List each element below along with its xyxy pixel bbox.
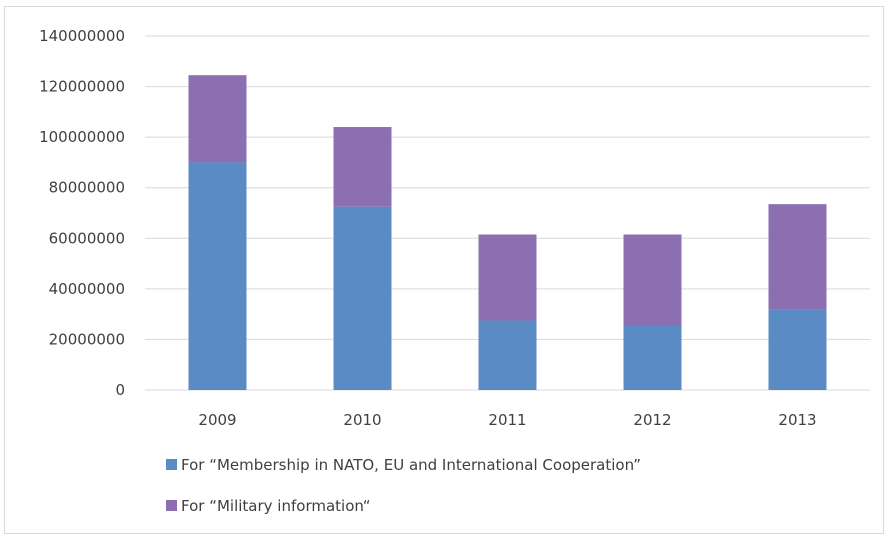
legend-swatch	[166, 459, 177, 470]
bar-2009-series-1	[188, 75, 247, 163]
bar-2011-series-0	[478, 320, 537, 390]
x-tick-label: 2012	[633, 411, 671, 429]
x-tick-label: 2009	[198, 411, 236, 429]
legend-label: For “Membership in NATO, EU and Internat…	[181, 456, 641, 474]
bar-2012-series-0	[623, 325, 682, 390]
bar-2010-series-1	[333, 127, 392, 207]
y-tick-label: 80000000	[49, 179, 125, 197]
y-axis-tick-labels: 0 20000000 40000000 60000000 80000000 1000000…	[39, 27, 125, 399]
bars	[188, 75, 827, 390]
y-tick-label: 0	[115, 381, 125, 399]
legend-label: For “Military information“	[181, 497, 371, 515]
chart-frame	[4, 6, 884, 534]
y-tick-label: 100000000	[39, 128, 125, 146]
x-tick-label: 2010	[343, 411, 381, 429]
x-tick-label: 2011	[488, 411, 526, 429]
y-tick-label: 20000000	[49, 330, 125, 348]
y-tick-label: 140000000	[39, 27, 125, 45]
y-tick-label: 60000000	[49, 229, 125, 247]
bar-2010-series-0	[333, 206, 392, 390]
bar-2013-series-1	[768, 204, 827, 310]
bar-2013-series-0	[768, 309, 827, 390]
y-tick-label: 120000000	[39, 78, 125, 96]
bar-2009-series-0	[188, 162, 247, 390]
bar-2011-series-1	[478, 234, 537, 321]
gridlines	[145, 35, 870, 391]
legend-swatch	[166, 500, 177, 511]
bar-2012-series-1	[623, 234, 682, 326]
y-tick-label: 40000000	[49, 280, 125, 298]
x-tick-label: 2013	[778, 411, 816, 429]
legend: For “Membership in NATO, EU and Internat…	[166, 456, 641, 515]
x-axis-tick-labels: 2009 2010 2011 2012 2013	[198, 411, 816, 429]
